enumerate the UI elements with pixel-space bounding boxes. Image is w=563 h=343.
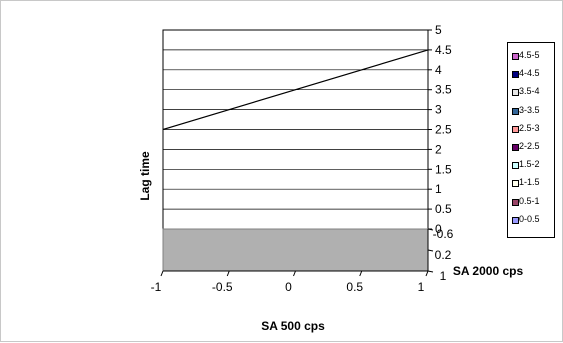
- y-tick-label: -0.6: [433, 227, 454, 241]
- legend-item: 2.5-3: [508, 122, 554, 140]
- legend-label: 3.5-4: [519, 86, 540, 97]
- gridline: [162, 29, 428, 72]
- x-tick-mark: [160, 270, 164, 277]
- legend-item: 0-0.5: [508, 213, 554, 231]
- x-tick-label: -1: [151, 280, 162, 294]
- legend-item: 1.5-2: [508, 158, 554, 176]
- x-axis-label: SA 500 cps: [261, 319, 325, 333]
- x-tick-mark: [425, 270, 429, 277]
- z-tick-label: 4.5: [435, 43, 452, 57]
- x-tick-label: -0.5: [212, 280, 233, 294]
- legend-label: 1-1.5: [519, 177, 540, 188]
- y-tick-label: 1: [440, 269, 447, 283]
- legend-swatch: [512, 71, 519, 79]
- z-tick-label: 2: [435, 142, 442, 156]
- z-tick-label: 3.5: [435, 83, 452, 97]
- chart-legend: 4.5-5 4-4.5 3.5-4 3-3.5 2.5-3 2-2.5 1.5-2 1-1.5…: [507, 42, 555, 238]
- x-tick-label: 0.5: [346, 280, 363, 294]
- surface-series-line: [162, 49, 429, 131]
- x-axis-ticks: -1 -0.5 0 0.5 1: [151, 270, 429, 294]
- y-tick-label: 0.2: [435, 248, 452, 262]
- legend-item: 4-4.5: [508, 67, 554, 85]
- y-tick-mark: [427, 270, 434, 273]
- legend-item: 3-3.5: [508, 104, 554, 122]
- chart-floor: [162, 228, 429, 272]
- z-tick-label: 1: [435, 182, 442, 196]
- y-tick-mark: [427, 228, 434, 231]
- legend-item: 0.5-1: [508, 195, 554, 213]
- legend-item: 3.5-4: [508, 85, 554, 103]
- z-tick-label: 0: [435, 222, 442, 236]
- x-tick-mark: [293, 270, 296, 277]
- legend-label: 3-3.5: [519, 104, 540, 115]
- floor-plane: [162, 228, 429, 272]
- z-tick-label: 4: [435, 63, 442, 77]
- legend-label: 0.5-1: [519, 195, 540, 206]
- legend-label: 4-4.5: [519, 68, 540, 79]
- y-axis-ticks: -0.6 0.2 1: [427, 227, 454, 283]
- legend-label: 2.5-3: [519, 122, 540, 133]
- legend-swatch: [512, 198, 519, 206]
- legend-swatch: [512, 216, 519, 224]
- legend-swatch: [512, 107, 519, 115]
- chart-series: [162, 49, 429, 131]
- legend-label: 1.5-2: [519, 159, 540, 170]
- z-tick-label: 2.5: [435, 123, 452, 137]
- legend-swatch: [512, 162, 519, 170]
- legend-swatch: [512, 143, 519, 151]
- legend-swatch: [512, 53, 519, 60]
- legend-swatch: [512, 125, 519, 133]
- legend-label: 4.5-5: [519, 50, 540, 60]
- y-tick-mark: [427, 249, 434, 252]
- z-axis-label: Lag time: [138, 151, 152, 201]
- legend-label: 0-0.5: [519, 213, 540, 224]
- legend-item: 4.5-5: [508, 49, 554, 67]
- legend-item: 1-1.5: [508, 176, 554, 194]
- x-tick-label: 1: [418, 280, 425, 294]
- z-axis-ticks: 0 0.5 1 1.5 2 2.5 3 3.5 4 4.5 5: [428, 23, 452, 236]
- x-tick-mark: [226, 270, 230, 277]
- z-tick-label: 0.5: [435, 202, 452, 216]
- z-tick-label: 5: [435, 23, 442, 37]
- z-tick-label: 1.5: [435, 162, 452, 176]
- x-tick-mark: [359, 270, 363, 277]
- x-tick-label: 0: [285, 280, 292, 294]
- z-tick-label: 3: [435, 103, 442, 117]
- y-axis-label: SA 2000 cps: [453, 264, 524, 278]
- legend-swatch: [512, 89, 519, 97]
- legend-swatch: [512, 180, 519, 188]
- legend-label: 2-2.5: [519, 140, 540, 151]
- legend-item: 2-2.5: [508, 140, 554, 158]
